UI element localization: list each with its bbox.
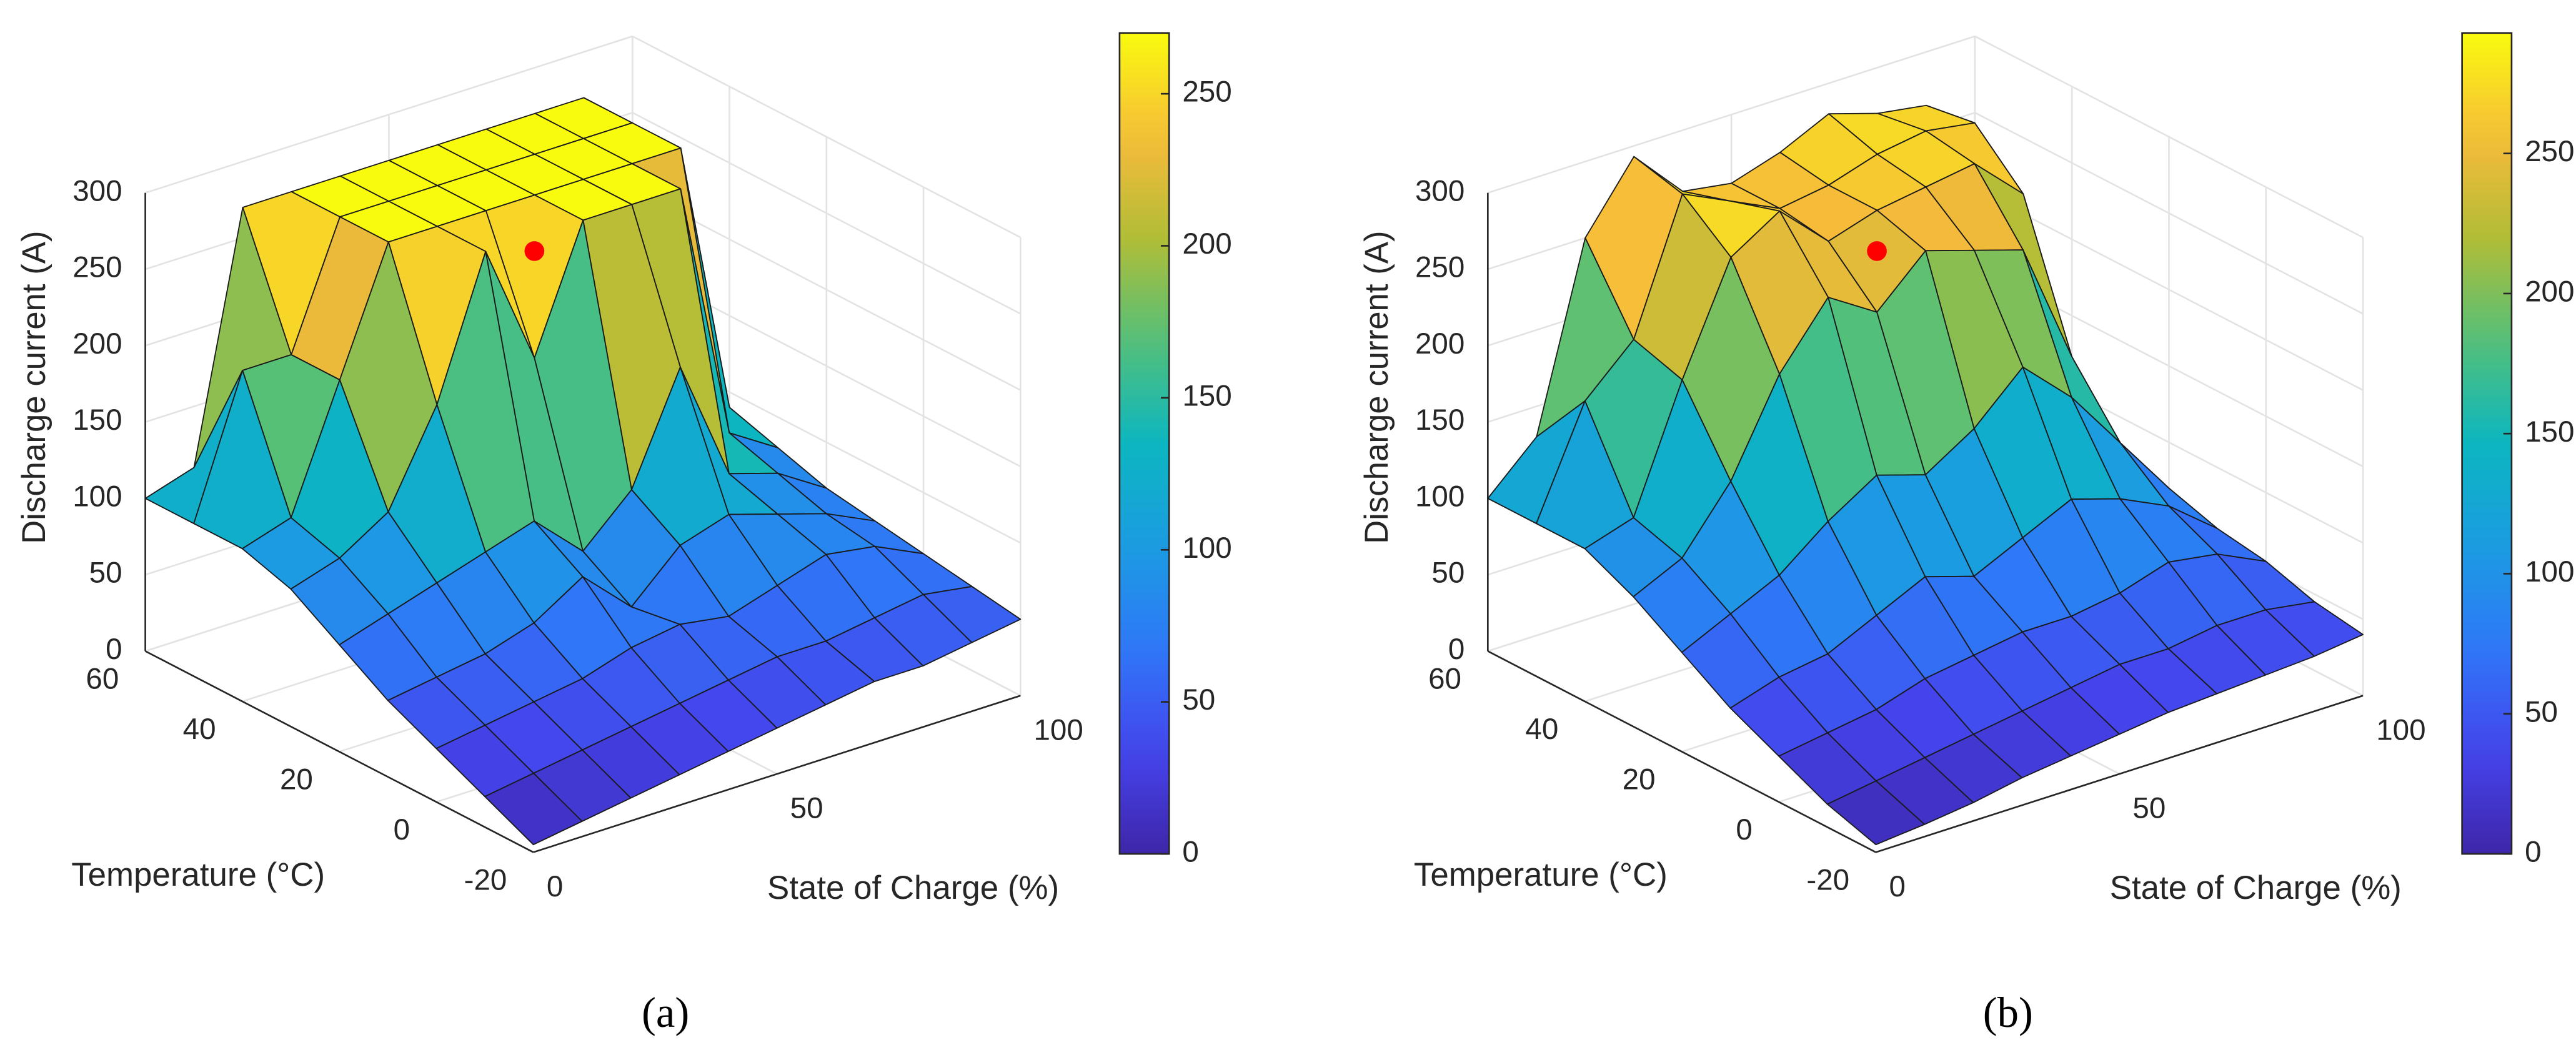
axis-line bbox=[1875, 695, 2364, 853]
x-axis-label: State of Charge (%) bbox=[2110, 869, 2402, 906]
y-tick-label: 20 bbox=[1623, 763, 1656, 796]
colorbar-tick-label: 250 bbox=[1182, 76, 1231, 109]
colorbar bbox=[1118, 32, 1170, 855]
x-tick-label: 0 bbox=[547, 870, 563, 903]
x-tick-label: 100 bbox=[2376, 713, 2425, 746]
y-axis-label: Temperature (°C) bbox=[71, 856, 325, 893]
caption: (b) bbox=[1983, 989, 2033, 1036]
colorbar-tick-label: 200 bbox=[1182, 227, 1231, 260]
y-axis-label: Temperature (°C) bbox=[1414, 856, 1668, 893]
surface-patch bbox=[1826, 780, 1926, 846]
colorbar-tick-label: 250 bbox=[2525, 135, 2574, 168]
z-tick-label: 0 bbox=[1448, 633, 1465, 666]
surface-patch bbox=[484, 773, 583, 846]
axis-line bbox=[533, 695, 1021, 853]
colorbar-tick-label: 100 bbox=[1182, 532, 1231, 565]
y-tick-label: 60 bbox=[86, 663, 119, 696]
colorbar bbox=[2461, 32, 2513, 855]
y-tick-label: -20 bbox=[1806, 863, 1849, 896]
axis-line bbox=[144, 650, 534, 853]
y-tick-label: 0 bbox=[1736, 813, 1752, 846]
colorbar-tick-label: 50 bbox=[2525, 695, 2558, 728]
z-tick-label: 100 bbox=[1415, 480, 1465, 513]
y-tick-label: 0 bbox=[394, 813, 410, 846]
x-tick-label: 100 bbox=[1033, 713, 1083, 746]
x-tick-label: 50 bbox=[790, 792, 823, 825]
z-tick-label: 250 bbox=[72, 251, 122, 284]
colorbar-tick-label: 200 bbox=[2525, 275, 2574, 309]
y-tick-label: 40 bbox=[183, 713, 216, 746]
z-tick-label: 0 bbox=[106, 633, 122, 666]
z-axis-label: Discharge current (A) bbox=[1358, 230, 1395, 544]
caption: (a) bbox=[642, 989, 689, 1036]
colorbar-tick-label: 150 bbox=[1182, 379, 1231, 412]
x-axis-label: State of Charge (%) bbox=[767, 869, 1059, 906]
z-tick-label: 50 bbox=[89, 557, 122, 590]
z-tick-label: 200 bbox=[1415, 327, 1465, 360]
colorbar-tick-label: 0 bbox=[2525, 836, 2541, 869]
z-tick-label: 300 bbox=[72, 174, 122, 207]
z-tick-label: 300 bbox=[1415, 174, 1465, 207]
y-tick-label: 60 bbox=[1428, 663, 1461, 696]
y-tick-label: 40 bbox=[1525, 713, 1558, 746]
z-tick-label: 50 bbox=[1431, 557, 1465, 590]
highlight-point bbox=[1867, 241, 1887, 261]
colorbar-tick-label: 100 bbox=[2525, 555, 2574, 588]
colorbar-tick-label: 150 bbox=[2525, 415, 2574, 448]
z-tick-label: 150 bbox=[1415, 404, 1465, 437]
colorbar-tick-label: 50 bbox=[1182, 683, 1215, 716]
z-tick-label: 150 bbox=[72, 404, 122, 437]
colorbar-tick-label: 0 bbox=[1182, 836, 1198, 869]
y-tick-label: 20 bbox=[280, 763, 313, 796]
z-tick-label: 200 bbox=[72, 327, 122, 360]
z-tick-label: 100 bbox=[72, 480, 122, 513]
axis-line bbox=[1487, 650, 1876, 853]
highlight-point bbox=[524, 241, 545, 261]
z-tick-label: 250 bbox=[1415, 251, 1465, 284]
x-tick-label: 0 bbox=[1889, 870, 1906, 903]
x-tick-label: 50 bbox=[2132, 792, 2166, 825]
z-axis-label: Discharge current (A) bbox=[16, 230, 52, 544]
y-tick-label: -20 bbox=[464, 863, 507, 896]
